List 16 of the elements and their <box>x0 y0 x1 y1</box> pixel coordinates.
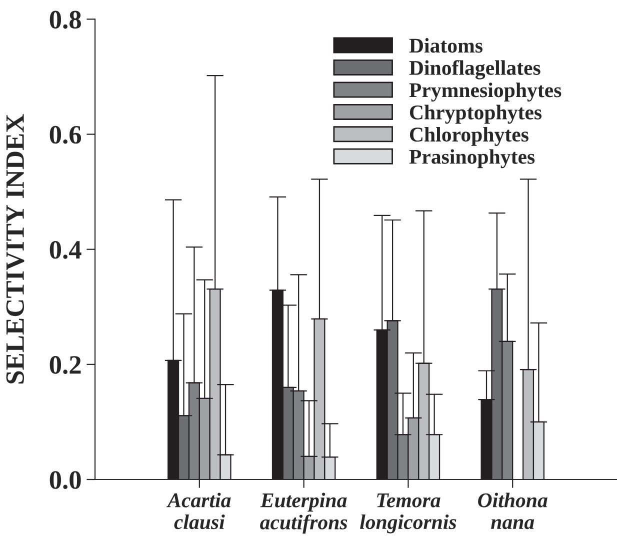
y-tick-label: 0.2 <box>50 356 81 374</box>
legend-label: Dinoflagellates <box>409 60 540 80</box>
x-tick-label: Acartia clausi <box>166 492 231 530</box>
legend-label: Chryptophytes <box>410 104 542 124</box>
y-axis-title: SELECTIVITY INDEX <box>6 114 24 384</box>
x-tick-label: Oithona nana <box>478 492 548 530</box>
y-tick-label: 0.4 <box>50 240 82 259</box>
y-tick-label: 0.8 <box>50 10 81 29</box>
x-tick-label: Euterpina acutifrons <box>260 492 348 534</box>
legend-label: Prasinophytes <box>409 149 535 168</box>
y-tick-label: 0.6 <box>50 126 82 144</box>
y-tick-label: 0.0 <box>50 471 81 490</box>
x-tick-label: Temora longicornis <box>360 494 456 534</box>
legend-label: Diatoms <box>409 38 482 53</box>
legend-label: Prymnesiophytes <box>409 82 562 102</box>
legend-label: Chlorophytes <box>410 127 528 146</box>
